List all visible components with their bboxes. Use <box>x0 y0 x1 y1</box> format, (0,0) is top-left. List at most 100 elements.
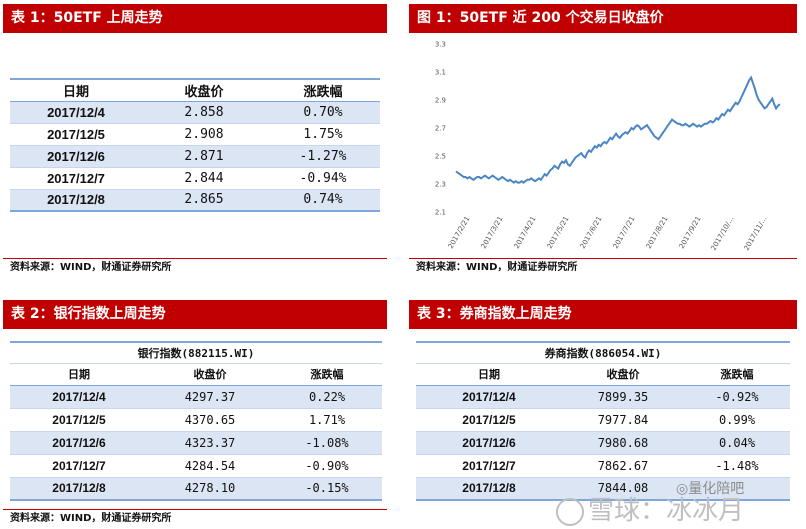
table-row: 2017/12/6 4323.37 -1.08% <box>10 431 382 455</box>
row-date: 2017/12/4 <box>10 385 148 409</box>
table-row: 2017/12/8 2.865 0.74% <box>10 189 380 212</box>
row-date: 2017/12/4 <box>10 101 142 124</box>
row-change: -0.90% <box>272 454 382 478</box>
x-tick-label: 2017/2/21 <box>447 215 472 250</box>
row-date: 2017/12/8 <box>10 189 142 212</box>
table-row: 2017/12/5 7977.84 0.99% <box>416 408 790 432</box>
table1-header: 表 1：50ETF 上周走势 <box>3 4 387 33</box>
table-row: 2017/12/6 7980.68 0.04% <box>416 431 790 455</box>
row-change: -1.08% <box>272 431 382 455</box>
row-close: 7862.67 <box>562 454 684 478</box>
table-header-row: 日期 收盘价 涨跌幅 <box>416 363 790 386</box>
table2-header: 表 2：银行指数上周走势 <box>3 300 387 329</box>
table-row: 2017/12/7 7862.67 -1.48% <box>416 454 790 478</box>
figure1-footer-rule <box>409 258 797 259</box>
table-row: 2017/12/7 2.844 -0.94% <box>10 167 380 190</box>
table-row: 2017/12/8 4278.10 -0.15% <box>10 477 382 501</box>
row-close: 7980.68 <box>562 431 684 455</box>
table-row: 2017/12/5 2.908 1.75% <box>10 123 380 146</box>
x-tick-label: 2017/9/21 <box>678 215 703 250</box>
row-change: 0.74% <box>266 189 380 212</box>
table-header-row: 日期 收盘价 涨跌幅 <box>10 363 382 386</box>
bank-index-title: 银行指数(882115.WI) <box>10 341 382 364</box>
row-change: -0.92% <box>684 385 790 409</box>
row-date: 2017/12/6 <box>10 145 142 168</box>
x-tick-label: 2017/7/21 <box>612 215 637 250</box>
row-date: 2017/12/5 <box>10 408 148 432</box>
watermark-text: 雪球：冰冰月 <box>588 496 745 526</box>
row-date: 2017/12/5 <box>10 123 142 146</box>
snowball-logo-icon <box>556 497 584 526</box>
col-close: 收盘价 <box>562 363 684 386</box>
row-date: 2017/12/6 <box>416 431 562 455</box>
y-tick-label: 3.3 <box>435 41 446 49</box>
table-row: 2017/12/4 7899.35 -0.92% <box>416 385 790 409</box>
row-close: 4323.37 <box>148 431 272 455</box>
row-close: 2.871 <box>142 145 266 168</box>
row-change: -1.27% <box>266 145 380 168</box>
y-tick-label: 2.9 <box>435 97 446 105</box>
col-change: 涨跌幅 <box>272 363 382 386</box>
row-date: 2017/12/7 <box>10 167 142 190</box>
row-close: 2.844 <box>142 167 266 190</box>
table-row: 2017/12/8 7844.08 <box>416 477 790 501</box>
row-date: 2017/12/7 <box>10 454 148 478</box>
watermark-wechat: ◎量化陪吧 <box>676 478 744 498</box>
y-tick-label: 2.3 <box>435 181 446 189</box>
broker-index-title: 券商指数(886054.WI) <box>416 341 790 364</box>
table-title-row: 券商指数(886054.WI) <box>416 341 790 364</box>
y-tick-label: 2.1 <box>435 209 446 217</box>
row-close: 4297.37 <box>148 385 272 409</box>
row-change: -0.15% <box>272 477 382 501</box>
figure1-source: 资料来源：WIND，财通证券研究所 <box>416 262 578 273</box>
etf-weekly-table: 日期 收盘价 涨跌幅 2017/12/4 2.858 0.70% 2017/12… <box>10 78 380 212</box>
y-tick-label: 2.7 <box>435 125 446 133</box>
table3-header: 表 3：券商指数上周走势 <box>409 300 797 329</box>
row-date: 2017/12/8 <box>416 477 562 501</box>
y-axis: 3.3 3.1 2.9 2.7 2.5 2.3 2.1 <box>435 41 446 217</box>
broker-index-table: 券商指数(886054.WI) 日期 收盘价 涨跌幅 2017/12/4 789… <box>416 341 790 501</box>
row-change: 0.22% <box>272 385 382 409</box>
x-tick-label: 2017/4/21 <box>513 215 538 250</box>
row-close: 2.865 <box>142 189 266 212</box>
col-date: 日期 <box>10 78 142 102</box>
table-row: 2017/12/4 2.858 0.70% <box>10 101 380 124</box>
col-date: 日期 <box>416 363 562 386</box>
row-change: -1.48% <box>684 454 790 478</box>
row-date: 2017/12/6 <box>10 431 148 455</box>
x-tick-label: 2017/11/... <box>743 215 769 252</box>
col-change: 涨跌幅 <box>684 363 790 386</box>
row-close: 7844.08 <box>562 477 684 501</box>
table-header-row: 日期 收盘价 涨跌幅 <box>10 78 380 102</box>
row-close: 2.908 <box>142 123 266 146</box>
row-date: 2017/12/5 <box>416 408 562 432</box>
bank-index-table: 银行指数(882115.WI) 日期 收盘价 涨跌幅 2017/12/4 429… <box>10 341 382 501</box>
table-title-row: 银行指数(882115.WI) <box>10 341 382 364</box>
row-date: 2017/12/7 <box>416 454 562 478</box>
row-date: 2017/12/8 <box>10 477 148 501</box>
x-tick-label: 2017/10/... <box>710 215 736 252</box>
row-close: 7977.84 <box>562 408 684 432</box>
row-change <box>684 477 790 501</box>
table-row: 2017/12/4 4297.37 0.22% <box>10 385 382 409</box>
row-close: 4370.65 <box>148 408 272 432</box>
row-change: 0.70% <box>266 101 380 124</box>
table2-source: 资料来源：WIND，财通证券研究所 <box>10 513 172 524</box>
col-close: 收盘价 <box>142 78 266 102</box>
row-change: 1.71% <box>272 408 382 432</box>
table1-footer-rule <box>3 258 387 259</box>
table2-footer-rule <box>3 509 387 510</box>
figure1-header: 图 1：50ETF 近 200 个交易日收盘价 <box>409 4 797 33</box>
table-row: 2017/12/5 4370.65 1.71% <box>10 408 382 432</box>
row-close: 2.858 <box>142 101 266 124</box>
table1-source: 资料来源：WIND，财通证券研究所 <box>10 262 172 273</box>
row-change: -0.94% <box>266 167 380 190</box>
row-close: 4278.10 <box>148 477 272 501</box>
wechat-icon: ◎ <box>676 481 689 497</box>
col-date: 日期 <box>10 363 148 386</box>
row-change: 1.75% <box>266 123 380 146</box>
row-change: 0.99% <box>684 408 790 432</box>
y-tick-label: 3.1 <box>435 69 446 77</box>
row-close: 4284.54 <box>148 454 272 478</box>
x-tick-label: 2017/3/21 <box>480 215 505 250</box>
